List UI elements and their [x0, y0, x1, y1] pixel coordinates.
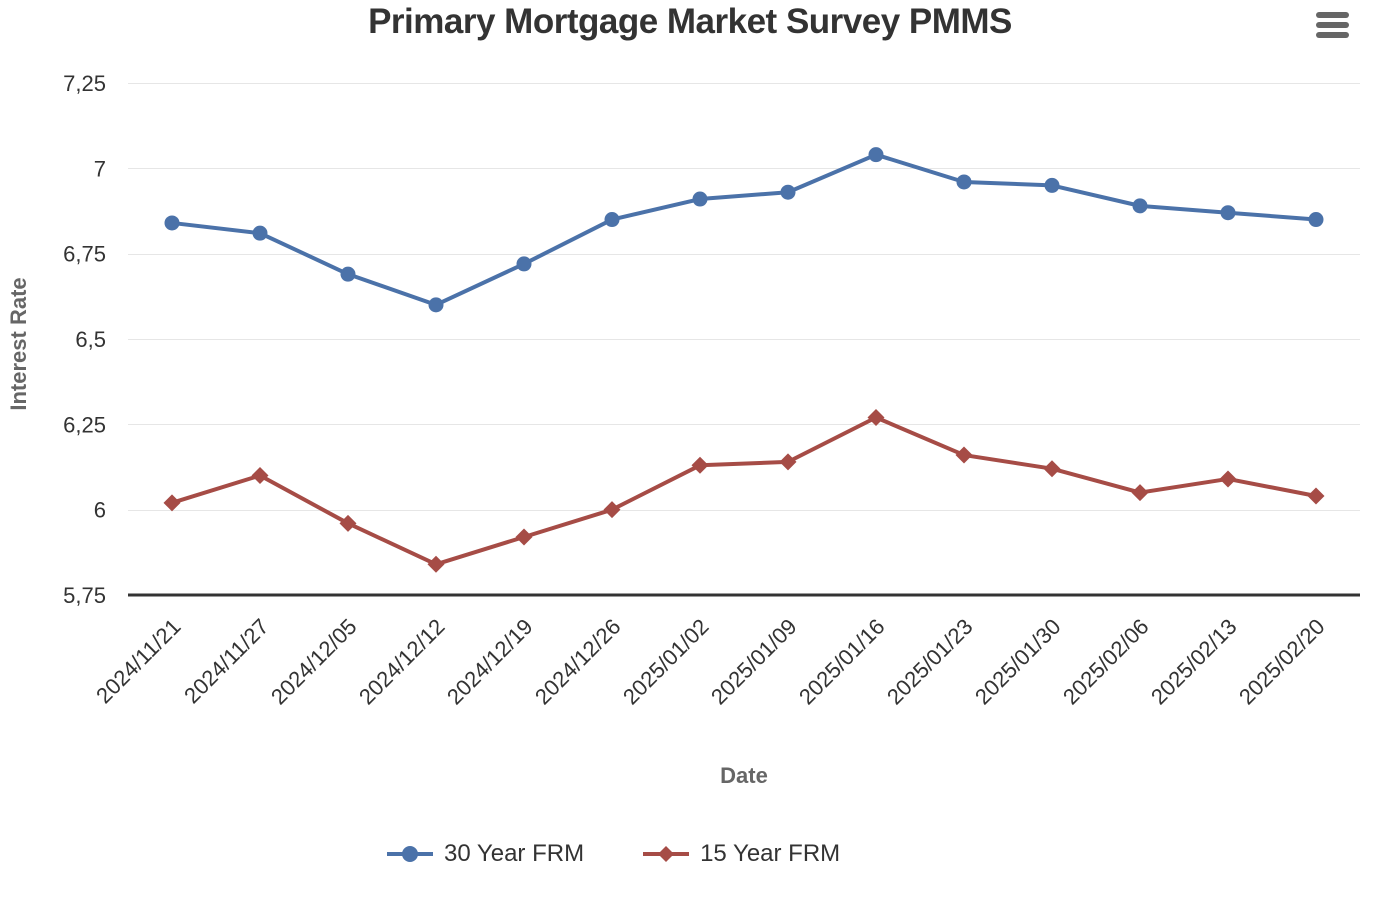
legend-marker-circle-icon	[387, 846, 433, 862]
y-tick-label: 5,75	[63, 583, 106, 608]
chart-title: Primary Mortgage Market Survey PMMS	[368, 2, 1012, 41]
data-point-15-year-frm[interactable]	[1043, 460, 1061, 478]
legend-item-15-year-frm[interactable]: 15 Year FRM	[642, 840, 840, 868]
legend: 30 Year FRM 15 Year FRM	[386, 840, 840, 868]
x-tick-label: 2024/12/19	[442, 614, 538, 710]
data-point-30-year-frm[interactable]	[1044, 177, 1060, 193]
x-tick-label: 2025/01/09	[706, 614, 802, 710]
x-tick-label: 2025/01/16	[794, 614, 890, 710]
data-point-15-year-frm[interactable]	[1131, 484, 1149, 502]
data-point-30-year-frm[interactable]	[252, 225, 268, 241]
legend-marker-diamond-icon	[643, 846, 690, 862]
x-tick-label: 2025/01/23	[882, 614, 978, 710]
series-line-30-year-frm	[170, 152, 1318, 307]
hamburger-menu-icon	[1316, 12, 1350, 38]
data-point-30-year-frm[interactable]	[340, 266, 356, 282]
data-point-30-year-frm[interactable]	[956, 174, 972, 190]
data-point-30-year-frm[interactable]	[868, 147, 884, 163]
data-point-30-year-frm[interactable]	[428, 297, 444, 313]
legend-item-30-year-frm[interactable]: 30 Year FRM	[386, 840, 584, 868]
y-tick-label: 6,25	[63, 412, 106, 437]
x-tick-label: 2024/12/26	[530, 614, 626, 710]
x-tick-label: 2025/02/13	[1146, 614, 1242, 710]
legend-label: 30 Year FRM	[444, 840, 585, 867]
data-point-30-year-frm[interactable]	[780, 184, 796, 200]
data-point-15-year-frm[interactable]	[251, 467, 269, 485]
x-axis-title: Date	[720, 763, 768, 788]
data-point-30-year-frm[interactable]	[1220, 205, 1236, 221]
chart-context-menu-button[interactable]	[1312, 6, 1354, 42]
series-line-15-year-frm	[170, 415, 1318, 567]
data-point-15-year-frm[interactable]	[1219, 470, 1237, 488]
data-point-15-year-frm[interactable]	[955, 446, 973, 464]
data-point-15-year-frm[interactable]	[1307, 487, 1325, 505]
x-tick-label: 2025/01/30	[970, 614, 1066, 710]
data-point-15-year-frm[interactable]	[515, 528, 533, 546]
x-tick-label: 2024/12/12	[354, 614, 450, 710]
y-tick-label: 6,5	[75, 327, 106, 352]
data-point-15-year-frm[interactable]	[603, 501, 621, 519]
data-point-15-year-frm[interactable]	[691, 456, 709, 474]
data-point-30-year-frm[interactable]	[692, 191, 708, 207]
y-tick-label: 6,75	[63, 242, 106, 267]
data-point-15-year-frm[interactable]	[427, 555, 445, 573]
x-tick-label: 2024/12/05	[266, 614, 362, 710]
data-point-30-year-frm[interactable]	[1308, 212, 1324, 228]
x-tick-label: 2024/11/21	[91, 614, 185, 708]
y-tick-label: 7	[94, 156, 106, 181]
y-tick-label: 6	[94, 498, 106, 523]
x-tick-label: 2025/02/20	[1234, 614, 1330, 710]
x-tick-label: 2025/01/02	[618, 614, 714, 710]
data-point-30-year-frm[interactable]	[516, 256, 532, 272]
x-tick-label: 2024/11/27	[179, 614, 273, 708]
y-tick-label: 7,25	[63, 71, 106, 96]
data-point-15-year-frm[interactable]	[339, 514, 357, 532]
x-tick-label: 2025/02/06	[1058, 614, 1154, 710]
legend-label: 15 Year FRM	[700, 840, 841, 867]
data-point-30-year-frm[interactable]	[604, 212, 620, 228]
data-point-30-year-frm[interactable]	[164, 215, 180, 231]
data-point-15-year-frm[interactable]	[867, 409, 885, 427]
data-point-15-year-frm[interactable]	[163, 494, 181, 512]
data-point-30-year-frm[interactable]	[1132, 198, 1148, 214]
data-point-15-year-frm[interactable]	[779, 453, 797, 471]
